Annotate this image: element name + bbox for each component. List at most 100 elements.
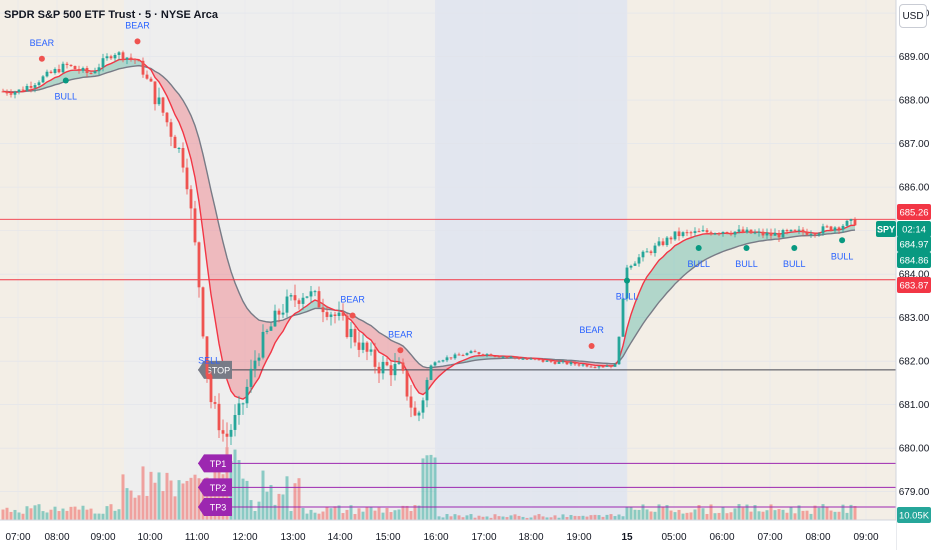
candle-body xyxy=(197,242,201,288)
ribbon-fill xyxy=(647,271,651,318)
signal-dot xyxy=(791,245,798,252)
ribbon-fill xyxy=(663,252,667,298)
candle-body xyxy=(765,232,769,236)
candle-body xyxy=(593,366,597,368)
candle-body xyxy=(13,92,17,95)
ribbon-fill xyxy=(691,236,695,270)
candle-body xyxy=(469,351,473,354)
price-tag-bg xyxy=(897,507,931,523)
candle-body xyxy=(369,349,373,352)
ribbon-fill xyxy=(79,69,83,79)
candle-body xyxy=(773,232,777,236)
volume-bar xyxy=(509,515,513,520)
ribbon-fill xyxy=(731,233,735,249)
candle-body xyxy=(517,357,521,360)
volume-bar xyxy=(589,515,593,520)
volume-bar xyxy=(305,513,309,520)
volume-bar xyxy=(261,470,265,520)
candle-body xyxy=(601,366,605,368)
candle-body xyxy=(77,69,81,71)
ribbon-fill xyxy=(239,292,243,400)
ribbon-fill xyxy=(379,332,383,355)
volume-bar xyxy=(173,496,177,520)
candle-body xyxy=(741,229,745,233)
volume-bar xyxy=(493,514,497,520)
volume-bar xyxy=(417,505,421,520)
signal-label: BULL xyxy=(831,251,854,261)
volume-bar xyxy=(553,515,557,520)
volume-bar xyxy=(789,507,793,520)
candle-body xyxy=(397,362,401,364)
candle-body xyxy=(673,231,677,240)
candle-body xyxy=(553,361,557,364)
candle-body xyxy=(85,67,89,74)
volume-bar xyxy=(177,480,181,520)
candle-body xyxy=(353,328,357,343)
volume-bar xyxy=(717,512,721,520)
ribbon-fill xyxy=(791,231,795,238)
volume-bar xyxy=(337,505,341,520)
candlesticks xyxy=(1,50,857,448)
candle-body xyxy=(853,219,857,226)
candle-body xyxy=(201,287,205,337)
candle-body xyxy=(801,229,805,233)
candle-body xyxy=(809,234,813,236)
volume-bar xyxy=(257,501,261,520)
candle-body xyxy=(249,368,253,387)
volume-bar xyxy=(641,504,645,520)
ribbon-fill xyxy=(211,190,215,319)
candle-body xyxy=(785,230,789,232)
price-tick-label: 688.00 xyxy=(899,96,930,107)
candle-body xyxy=(429,365,433,380)
volume-bar xyxy=(93,513,97,520)
volume-bar xyxy=(113,510,117,520)
volume-bar xyxy=(157,472,161,520)
ribbon-fill xyxy=(75,70,79,79)
time-axis-bg xyxy=(0,520,896,550)
price-tag-bg xyxy=(897,204,931,220)
currency-button[interactable]: USD xyxy=(899,4,927,28)
volume-bar xyxy=(513,514,517,520)
ribbon-fill xyxy=(443,365,447,373)
ribbon-fill xyxy=(395,342,399,362)
candle-body xyxy=(221,430,225,434)
volume-bar xyxy=(545,517,549,520)
price-axis-bg xyxy=(896,0,932,550)
candle-body xyxy=(749,229,753,234)
candle-body xyxy=(105,56,109,59)
candle-body xyxy=(665,237,669,246)
volume-bar xyxy=(829,510,833,520)
ribbon-fill xyxy=(355,316,359,331)
candle-body xyxy=(361,342,365,350)
volume-bar xyxy=(397,509,401,520)
signal-label: BULL xyxy=(735,259,758,269)
volume-bar xyxy=(701,508,705,520)
volume-bar xyxy=(105,506,109,520)
volume-bar xyxy=(813,505,817,520)
candle-body xyxy=(337,312,341,316)
candle-body xyxy=(769,232,773,236)
symbol-tag-bg xyxy=(876,221,896,237)
ribbon-fill xyxy=(235,282,239,398)
candle-body xyxy=(177,148,181,150)
candle-body xyxy=(265,330,269,332)
volume-bar xyxy=(81,505,85,520)
ribbon-fill xyxy=(475,355,479,361)
candle-body xyxy=(533,358,537,360)
volume-bar xyxy=(65,510,69,520)
time-tick-label: 15 xyxy=(621,532,633,543)
candle-body xyxy=(261,331,265,358)
candle-body xyxy=(421,400,425,413)
ribbon-fill xyxy=(667,249,671,293)
signal-labels: BEAR BULL BEAR SELL BEAR BEAR BEAR BULL BULL BULL… xyxy=(30,20,854,380)
volume-bar xyxy=(625,506,629,520)
candle-body xyxy=(557,361,561,364)
symbol-tag-text: SPY xyxy=(877,225,895,235)
candle-body xyxy=(373,349,377,367)
volume-bar xyxy=(677,509,681,520)
ribbon-fill xyxy=(719,233,723,254)
candle-body xyxy=(545,360,549,362)
volume-bar xyxy=(129,490,133,520)
time-tick-label: 10:00 xyxy=(137,532,162,543)
